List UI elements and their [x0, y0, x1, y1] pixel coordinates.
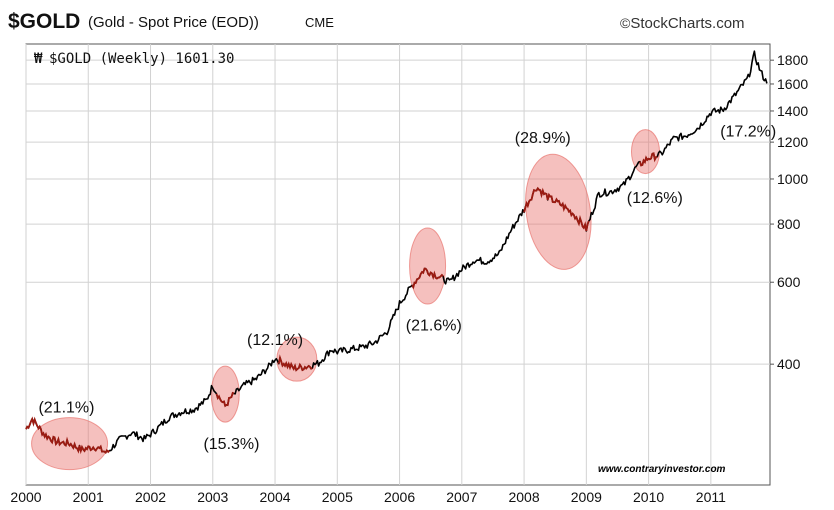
- highlighted-segment: [523, 186, 590, 232]
- grid: [25, 44, 774, 485]
- chart-ticker: $GOLD: [8, 10, 81, 33]
- drawdown-annotation: (17.2%): [720, 123, 776, 140]
- highlight-ellipse: [409, 227, 447, 305]
- x-tick-label: 2008: [508, 489, 539, 505]
- x-tick-label: 2010: [633, 489, 664, 505]
- x-tick-label: 2002: [135, 489, 166, 505]
- source-note: www.contraryinvestor.com: [598, 464, 726, 475]
- highlighted-segment: [277, 354, 313, 372]
- exchange-label: CME: [305, 15, 334, 30]
- highlight-ellipse: [210, 365, 240, 423]
- series-label-group: ₩ $GOLD (Weekly) 1601.30: [34, 51, 234, 67]
- drawdown-annotation: (15.3%): [203, 436, 259, 453]
- chart-description: (Gold - Spot Price (EOD)): [88, 14, 259, 31]
- y-tick-label: 800: [777, 216, 801, 232]
- y-tick-label: 1400: [777, 103, 808, 119]
- x-tick-label: 2011: [696, 489, 726, 505]
- drawdown-annotation: (28.9%): [515, 130, 571, 147]
- y-tick-label: 600: [777, 274, 801, 290]
- y-tick-label: 1200: [777, 134, 808, 150]
- x-tick-label: 2005: [322, 489, 353, 505]
- x-tick-label: 2000: [10, 489, 41, 505]
- copyright-symbol: ©: [620, 15, 631, 31]
- highlighted-segment: [215, 391, 235, 408]
- highlighted-segment: [411, 267, 444, 290]
- drawdown-annotation: (12.6%): [627, 190, 683, 207]
- copyright-text: StockCharts.com: [630, 15, 745, 32]
- x-tick-label: 2007: [446, 489, 477, 505]
- line-layer: [25, 50, 768, 455]
- x-tick-label: 2003: [197, 489, 228, 505]
- highlighted-segment: [639, 152, 658, 167]
- x-tick-label: 2001: [73, 489, 104, 505]
- y-tick-label: 1800: [777, 52, 808, 68]
- axis-labels: 2000 2001 2002 2003 2004 2005 2006 2007 2008 2009…: [10, 52, 808, 505]
- x-tick-label: 2004: [259, 489, 290, 505]
- highlight-ellipse: [525, 153, 592, 270]
- highlight-ellipse: [31, 417, 109, 471]
- series-label: $GOLD (Weekly) 1601.30: [49, 51, 234, 67]
- y-tick-label: 1000: [777, 171, 808, 187]
- highlight-layer: [31, 129, 660, 471]
- highlighted-segment: [25, 416, 111, 455]
- y-tick-label: 400: [777, 356, 801, 372]
- annotation-layer: (21.1%) (15.3%) (12.1%) (21.6%) (28.9%) (12.6…: [38, 123, 776, 453]
- y-tick-label: 1600: [777, 76, 808, 92]
- x-tick-label: 2009: [571, 489, 602, 505]
- drawdown-annotation: (12.1%): [247, 332, 303, 349]
- x-tick-label: 2006: [384, 489, 415, 505]
- drawdown-annotation: (21.1%): [38, 399, 94, 416]
- copyright-label: ©StockCharts.com: [620, 15, 745, 32]
- gold-mini-icon: ₩: [34, 51, 43, 67]
- drawdown-annotation: (21.6%): [406, 317, 462, 334]
- plot-frame: [25, 43, 771, 486]
